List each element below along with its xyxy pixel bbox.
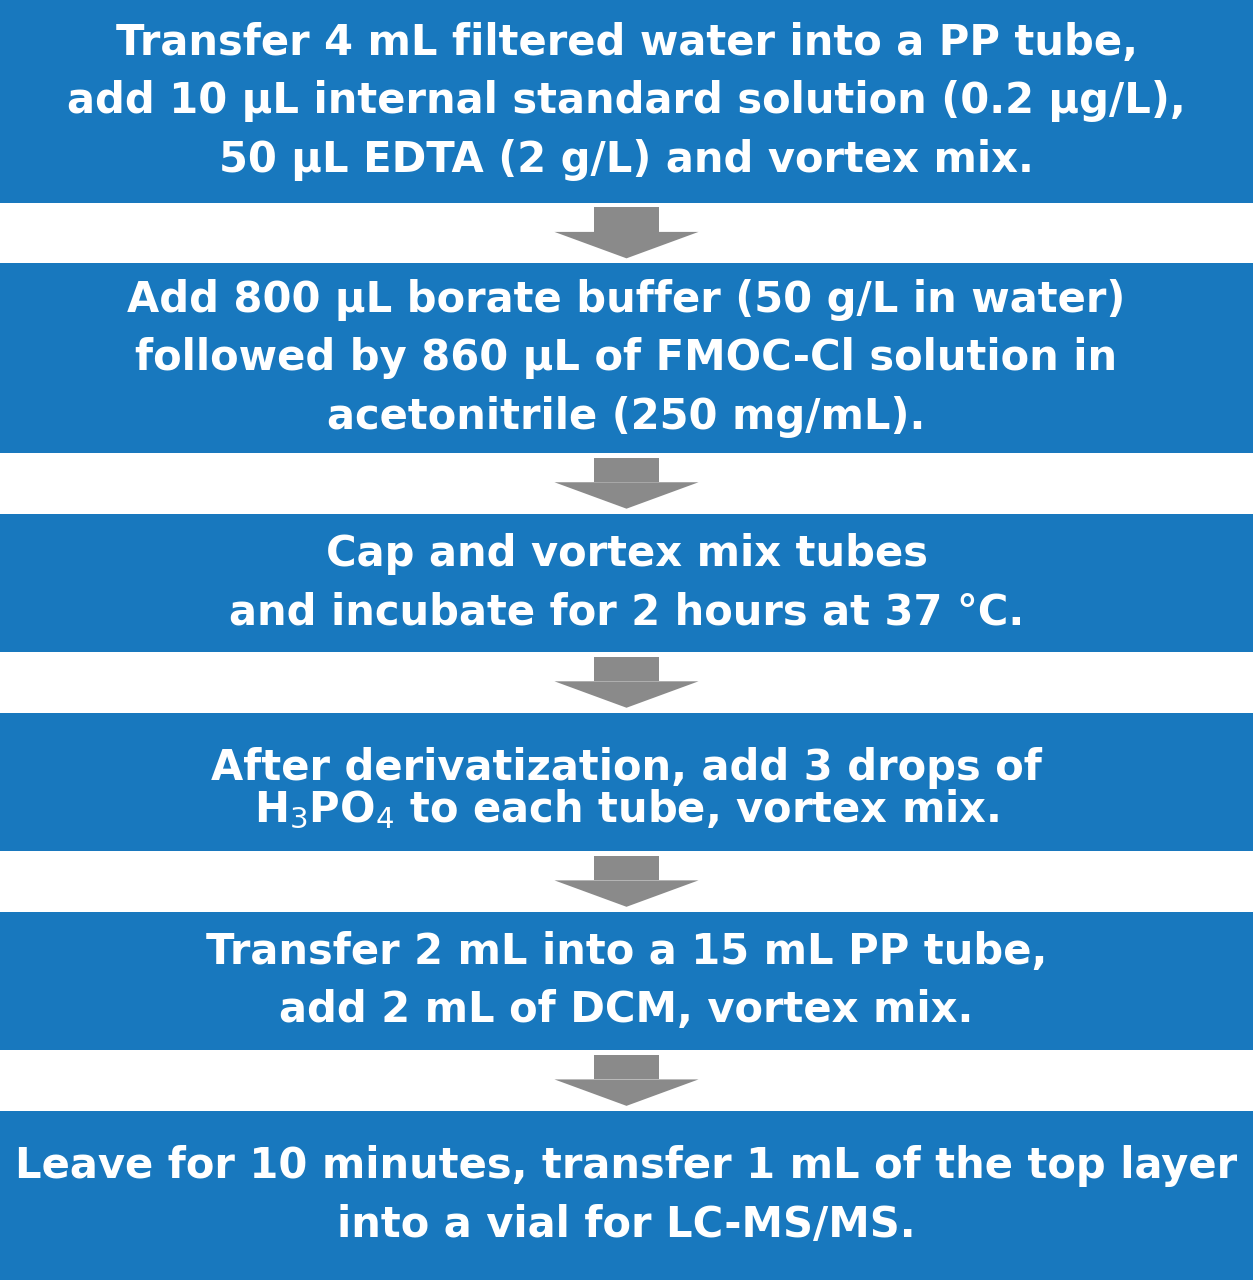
Text: Transfer 2 mL into a 15 mL PP tube,
add 2 mL of DCM, vortex mix.: Transfer 2 mL into a 15 mL PP tube, add … [205,931,1048,1032]
Bar [594,458,659,483]
Bar [594,657,659,681]
Polygon shape [554,681,699,708]
Text: Transfer 4 mL filtered water into a PP tube,
add 10 μL internal standard solutio: Transfer 4 mL filtered water into a PP t… [68,22,1185,180]
Bar [594,856,659,881]
Polygon shape [554,232,699,259]
Bar [0,0,1253,202]
Polygon shape [554,483,699,508]
Polygon shape [554,881,699,906]
Text: After derivatization, add 3 drops of: After derivatization, add 3 drops of [211,748,1042,788]
Bar [0,911,1253,1050]
Bar [594,1055,659,1079]
Text: H$_3$PO$_4$ to each tube, vortex mix.: H$_3$PO$_4$ to each tube, vortex mix. [254,788,999,831]
Text: Cap and vortex mix tubes
and incubate for 2 hours at 37 °C.: Cap and vortex mix tubes and incubate fo… [229,532,1024,634]
Polygon shape [554,1079,699,1106]
Bar [0,713,1253,851]
Bar [594,207,659,232]
Text: Add 800 μL borate buffer (50 g/L in water)
followed by 860 μL of FMOC-Cl solutio: Add 800 μL borate buffer (50 g/L in wate… [128,279,1125,438]
Bar [0,264,1253,453]
Text: Leave for 10 minutes, transfer 1 mL of the top layer
into a vial for LC-MS/MS.: Leave for 10 minutes, transfer 1 mL of t… [15,1146,1238,1245]
Bar [0,513,1253,652]
Bar [0,1111,1253,1280]
